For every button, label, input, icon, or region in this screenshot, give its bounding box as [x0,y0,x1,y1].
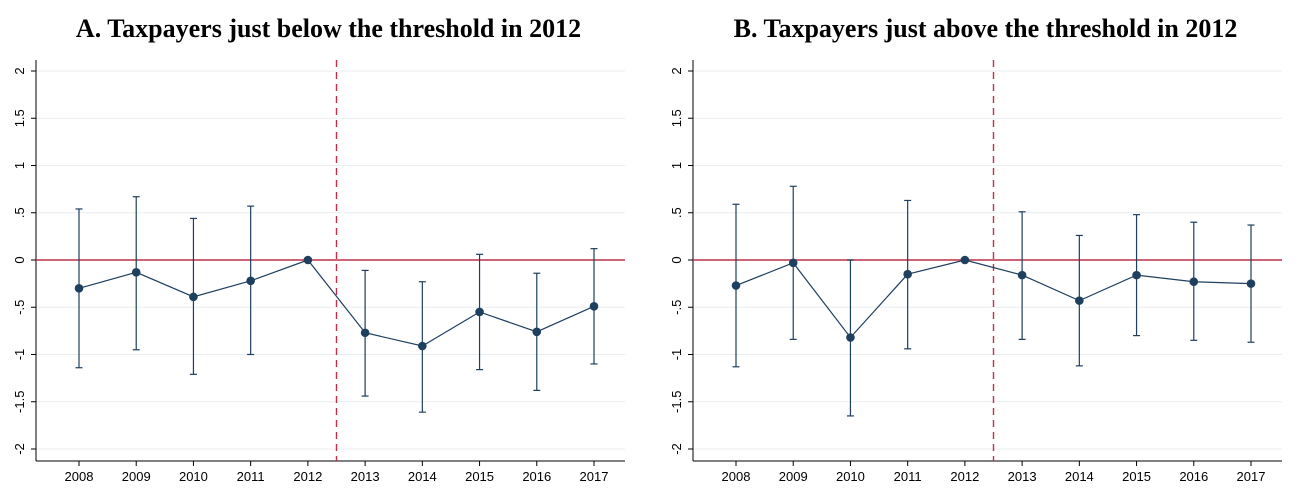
data-point [74,284,84,293]
data-point [731,281,741,290]
x-tick-label: 2017 [580,469,609,484]
y-tick-label: 1 [669,162,684,169]
panel-b: B. Taxpayers just above the threshold in… [657,0,1314,500]
x-tick-label: 2008 [65,469,94,484]
data-point [360,328,370,338]
x-tick-label: 2011 [237,469,265,484]
chart-title: A. Taxpayers just below the threshold in… [75,14,582,43]
x-tick-label: 2013 [351,469,380,484]
data-point [475,307,484,317]
series-line [735,259,1252,339]
x-tick-label: 2016 [1179,469,1208,484]
y-tick-label: .5 [12,207,27,218]
data-point [589,302,599,311]
y-tick-label: -1 [669,349,684,361]
data-point [1017,270,1027,280]
x-tick-label: 2013 [1008,469,1037,484]
y-tick-label: 1.5 [12,109,27,127]
y-tick-label: -1 [12,349,27,361]
y-tick-label: -.5 [669,300,684,315]
data-point [960,255,970,265]
data-point [303,255,313,265]
x-tick-label: 2014 [1065,469,1094,484]
x-tick-label: 2016 [522,469,551,484]
y-tick-label: 0 [669,256,684,263]
data-point [788,258,798,268]
data-point [1189,277,1199,287]
x-tick-label: 2015 [1122,469,1151,484]
data-point [131,267,141,277]
chart-plot: -2 -1.5 -1 -.5 0 .5 1 1.5 2 2008 2009 2010 2011 2012 2… [12,60,625,484]
x-tick-label: 2008 [722,469,751,484]
data-point [1132,270,1141,280]
x-tick-label: 2014 [408,469,437,484]
y-tick-label: -.5 [12,300,27,315]
y-tick-label: -1.5 [669,391,684,413]
x-tick-label: 2011 [894,469,922,484]
chart-plot: -2 -1.5 -1 -.5 0 .5 1 1.5 2 2008 2009 2010 2011 2012 2… [669,60,1282,484]
x-tick-label: 2012 [293,469,322,484]
data-point [189,292,198,302]
x-tick-label: 2017 [1237,469,1266,484]
y-tick-label: -1.5 [12,391,27,413]
x-tick-label: 2010 [179,469,208,484]
y-tick-label: -2 [12,443,27,455]
data-point [532,327,542,337]
chart-title: B. Taxpayers just above the threshold in… [733,14,1238,43]
y-tick-label: 2 [12,67,27,74]
data-point [903,269,912,279]
x-tick-label: 2012 [950,469,979,484]
y-tick-label: 1.5 [669,109,684,127]
y-tick-label: 1 [12,162,27,169]
data-point [246,276,255,286]
panel-a: A. Taxpayers just below the threshold in… [12,14,625,484]
y-tick-label: .5 [669,207,684,218]
y-tick-label: -2 [669,443,684,455]
series-line [78,259,595,347]
data-point [846,333,855,342]
x-tick-label: 2009 [779,469,808,484]
data-point [1075,296,1084,305]
x-tick-label: 2015 [465,469,494,484]
data-point [1246,279,1256,288]
y-tick-label: 2 [669,67,684,74]
x-tick-label: 2010 [836,469,865,484]
y-tick-label: 0 [12,256,27,263]
x-tick-label: 2009 [122,469,151,484]
data-point [418,341,427,351]
